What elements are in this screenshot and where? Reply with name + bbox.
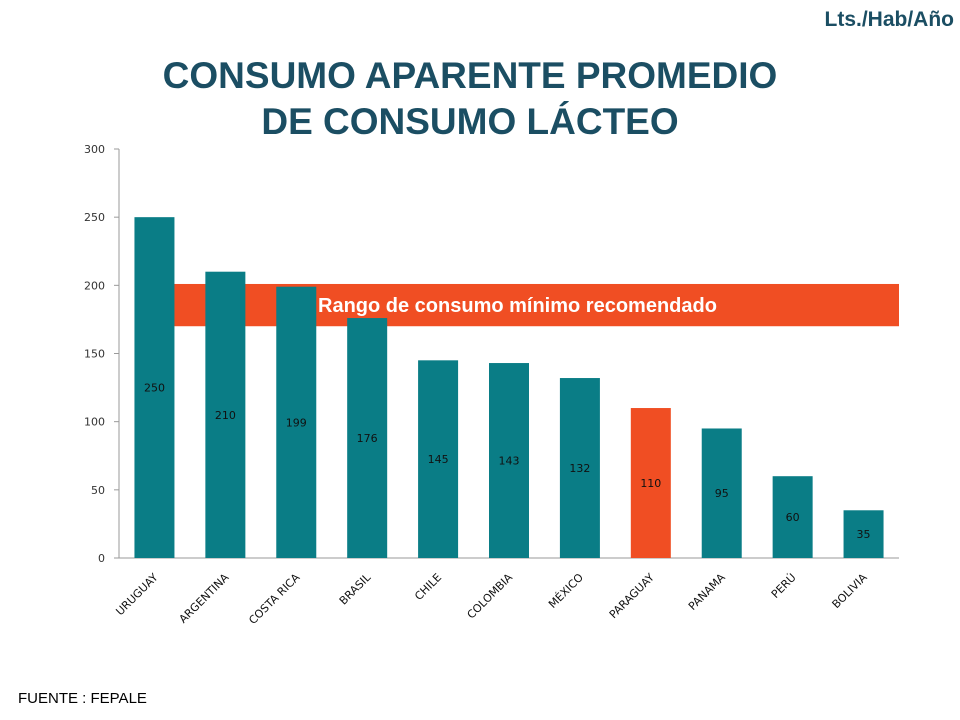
category-label: PARAGUAY — [607, 571, 657, 621]
bar — [772, 476, 813, 558]
data-label: 176 — [357, 432, 378, 445]
category-label: CHILE — [412, 571, 444, 603]
bar — [630, 408, 671, 558]
bar — [843, 510, 884, 558]
y-tick-label: 300 — [84, 143, 105, 156]
unit-label: Lts./Hab/Año — [824, 8, 955, 31]
bar — [489, 363, 529, 558]
data-label: 110 — [640, 477, 661, 490]
bar — [701, 428, 742, 558]
data-label: 132 — [569, 462, 590, 475]
source-note: FUENTE : FEPALE — [18, 690, 147, 707]
category-label: BRASIL — [337, 570, 374, 607]
y-tick-label: 100 — [84, 416, 105, 429]
y-tick-label: 150 — [84, 348, 105, 361]
y-tick-label: 0 — [98, 552, 105, 565]
bar — [559, 378, 600, 558]
data-label: 35 — [857, 528, 871, 541]
data-label: 145 — [428, 453, 449, 466]
bar — [134, 217, 175, 558]
y-tick-label: 200 — [84, 279, 105, 292]
bar — [205, 271, 246, 558]
category-label: BOLIVIA — [830, 571, 870, 611]
recommended-range-label: Rango de consumo mínimo recomendado — [318, 295, 717, 317]
chart-title-line-2: DE CONSUMO LÁCTEO — [261, 101, 679, 142]
bar — [418, 360, 459, 558]
bar — [347, 318, 388, 558]
category-label: ARGENTINA — [177, 571, 232, 626]
category-label: MÉXICO — [546, 571, 586, 611]
y-tick-label: 250 — [84, 211, 105, 224]
data-label: 210 — [215, 409, 236, 422]
chart-title-line-1: CONSUMO APARENTE PROMEDIO — [162, 55, 778, 96]
category-label: COSTA RICA — [246, 571, 302, 627]
data-label: 250 — [144, 382, 165, 395]
category-label: PANAMA — [686, 571, 728, 613]
data-label: 95 — [715, 487, 729, 500]
category-label: COLOMBIA — [465, 571, 516, 622]
category-label: URUGUAY — [113, 571, 160, 618]
bar — [276, 286, 317, 558]
data-label: 143 — [499, 455, 520, 468]
y-tick-label: 50 — [91, 484, 105, 497]
category-label: PERÚ — [769, 571, 799, 601]
data-label: 199 — [286, 416, 307, 429]
data-label: 60 — [786, 511, 800, 524]
